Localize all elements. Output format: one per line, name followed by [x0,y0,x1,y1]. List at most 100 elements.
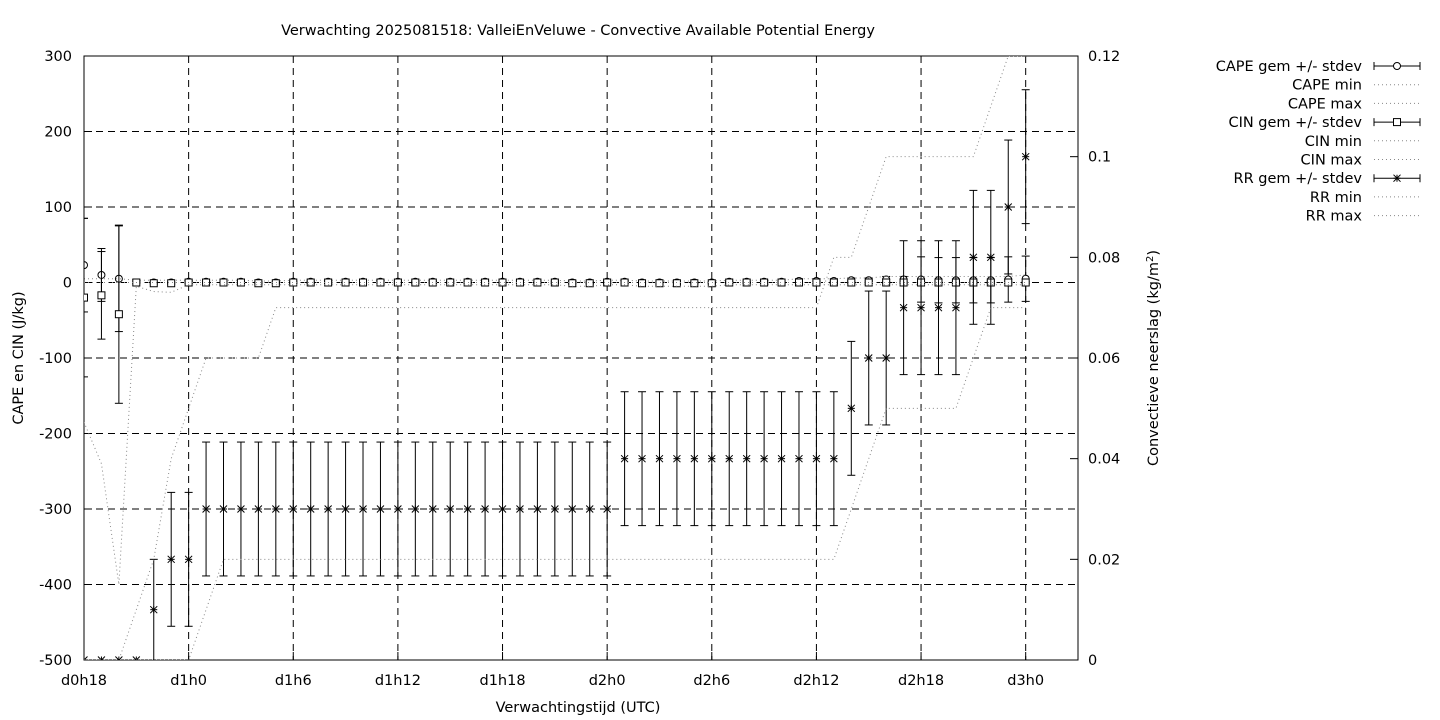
point-rr-gem-stdev-d2 [795,454,803,463]
point-rr-gem-stdev-d2 [184,555,193,564]
x-tick-label: d1h6 [275,673,312,689]
x-tick-label: d2h12 [793,673,839,689]
legend: CAPE gem +/- stdev CAPE min CAPE max CIN ge… [1216,59,1421,225]
point-cin-gem-stdev [585,279,594,288]
point-cin-gem-stdev [306,278,315,287]
point-rr-gem-stdev [84,656,88,660]
point-rr-gem-stdev [620,454,629,463]
point-rr-gem-stdev [463,505,472,513]
point-rr-gem-stdev [777,454,786,463]
point-rr-gem-stdev [690,454,699,463]
y-tick-label: -100 [39,351,72,367]
point-rr-gem-stdev-d2 [620,454,629,463]
point-cin-gem-stdev [202,278,211,287]
point-rr-gem-stdev-d2 [585,505,594,513]
point-cin-gem-stdev [550,278,559,287]
x-axis-label: Verwachtingstijd (UTC) [496,700,661,716]
point-rr-gem-stdev [707,454,716,463]
point-rr-gem-stdev-d2 [271,505,280,513]
point-rr-gem-stdev-d2 [289,505,298,513]
point-rr-gem-stdev-d2 [359,505,367,513]
x-tick-label: d2h0 [589,673,626,689]
point-cin-gem-stdev [393,278,402,287]
point-rr-gem-stdev [603,505,612,513]
point-rr-gem-stdev-d2 [118,656,123,660]
legend-label-cin-min: CIN min [1305,134,1362,150]
point-rr-gem-stdev [481,505,489,513]
series-layer [84,56,1030,660]
point-rr-gem-stdev-d2 [568,505,577,513]
grid [83,56,1078,660]
legend-label-rr-min: RR min [1310,190,1362,206]
legend-marker-rr-gem-stdev [1393,174,1401,183]
x-tick-label: d2h6 [693,673,730,689]
point-rr-gem-stdev-d2 [917,303,925,312]
point-rr-gem-stdev [115,656,123,660]
point-rr-gem-stdev [428,505,437,513]
point-cin-gem-stdev [515,278,524,287]
series-rr-max [84,56,1026,660]
point-cin-gem-stdev [149,279,158,288]
series-cin-gem-stdev [84,217,1030,404]
point-rr-gem-stdev-d2 [882,354,891,362]
y-tick-label: 200 [44,125,72,141]
y2-axis-label-sup: 2 [1145,256,1156,262]
point-rr-gem-stdev-d2 [1004,203,1013,211]
point-rr-gem-stdev [376,505,385,513]
point-rr-gem-stdev [306,505,315,513]
point-rr-gem-stdev [1004,203,1013,211]
legend-label-cape-gem-stdev: CAPE gem +/- stdev [1216,59,1363,75]
point-cin-gem-stdev [97,291,106,300]
point-rr-gem-stdev-d1 [132,656,138,660]
point-rr-gem-stdev [219,505,228,513]
point-cin-gem-stdev [254,279,263,288]
point-rr-gem-stdev [899,303,908,312]
series-line-rr-max [84,56,1026,660]
point-rr-gem-stdev-d2 [742,454,751,463]
point-cin-gem-stdev [568,279,577,288]
point-cin-gem-stdev [359,278,368,287]
point-rr-gem-stdev-d2 [463,505,472,513]
legend-label-cin-gem-stdev: CIN gem +/- stdev [1228,115,1362,131]
y2-tick-label: 0.12 [1088,49,1120,65]
x-tick-label: d0h18 [61,673,107,689]
point-rr-gem-stdev [184,555,193,564]
point-rr-gem-stdev-d2 [899,303,908,312]
point-rr-gem-stdev-d2 [690,454,699,463]
point-rr-gem-stdev [446,505,455,513]
point-cin-gem-stdev [707,279,716,288]
point-rr-gem-stdev [760,454,768,463]
point-rr-gem-stdev-d2 [481,505,489,513]
point-rr-gem-stdev-d2 [100,656,106,660]
point-rr-gem-stdev-d1 [97,656,103,660]
point-cin-gem-stdev [446,278,455,287]
y2-tick-label: 0.08 [1088,250,1120,266]
point-cin-gem-stdev [829,278,838,287]
point-cin-gem-stdev [271,279,280,288]
x-tick-label: d2h18 [898,673,944,689]
point-cin-gem-stdev [167,279,176,288]
point-cin-gem-stdev [498,278,507,287]
point-rr-gem-stdev [289,505,298,513]
point-rr-gem-stdev-d2 [760,454,768,463]
y-tick-label: 300 [44,49,72,65]
point-cin-gem-stdev [1021,278,1030,287]
y-tick-label: -500 [39,653,72,669]
point-cin-gem-stdev [847,278,856,287]
point-rr-gem-stdev [202,505,210,513]
point-rr-gem-stdev [655,454,664,463]
point-cin-gem-stdev [725,278,734,287]
legend-marker-cin-gem-stdev [1393,118,1401,127]
x-tick-label: d1h0 [170,673,207,689]
y2-axis-label-main: Convectieve neerslag (kg/m [1146,262,1162,466]
point-rr-gem-stdev-d2 [516,505,524,513]
y-tick-label: 100 [44,200,72,216]
point-rr-gem-stdev-d2 [219,505,228,513]
point-rr-gem-stdev [167,555,176,564]
y2-axis-label: Convectieve neerslag (kg/m2) [1145,250,1162,466]
point-rr-gem-stdev-d2 [864,354,873,362]
point-rr-gem-stdev-d2 [1021,152,1030,161]
point-rr-gem-stdev [237,505,245,513]
point-rr-gem-stdev-d2 [411,505,420,513]
legend-marker-rr-gem-stdev-d2 [1393,174,1401,183]
